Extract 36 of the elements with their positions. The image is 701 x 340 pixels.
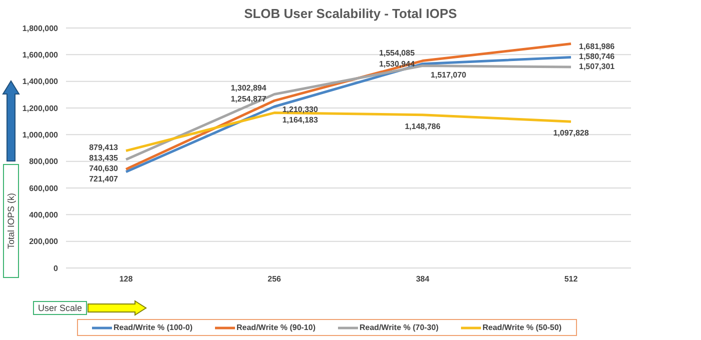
data-label: 1,164,183 [282, 115, 318, 124]
y-tick-label: 1,400,000 [22, 77, 59, 86]
y-tick-label: 400,000 [29, 210, 59, 220]
data-label: 1,097,828 [553, 128, 590, 138]
chart-title: SLOB User Scalability - Total IOPS [243, 6, 458, 21]
y-tick-label: 800,000 [29, 157, 59, 166]
data-label: 813,435 [89, 154, 119, 163]
x-tick-label: 128 [119, 274, 134, 284]
data-label: 879,413 [89, 143, 119, 152]
data-label: 740,630 [89, 164, 119, 173]
data-label: 1,302,894 [230, 84, 267, 93]
y-tick-label: 600,000 [29, 184, 59, 193]
y-tick-label: 0 [54, 264, 59, 273]
data-label: 1,507,301 [579, 62, 616, 72]
y-tick-label: 1,800,000 [22, 24, 59, 33]
data-label: 1,517,070 [430, 70, 467, 80]
y-tick-label: 200,000 [29, 237, 59, 246]
legend-label: Read/Write % (90-10) [236, 323, 316, 332]
y-tick-label: 1,200,000 [22, 104, 59, 113]
x-axis-title: User Scale [33, 301, 88, 315]
data-label: 721,407 [89, 174, 119, 184]
x-tick-label: 256 [268, 274, 282, 284]
data-label: 1,148,786 [404, 122, 442, 131]
x-tick-label: 512 [564, 274, 578, 284]
y-tick-label: 1,600,000 [22, 50, 59, 60]
y-axis-title: Total IOPS (k) [6, 192, 16, 250]
x-tick-label: 384 [416, 274, 430, 284]
legend-label: Read/Write % (50-50) [482, 323, 562, 332]
data-label: 1,554,085 [379, 48, 416, 58]
data-label: 1,210,330 [282, 104, 318, 114]
data-label: 1,681,986 [579, 42, 616, 51]
y-tick-label: 1,000,000 [22, 130, 59, 140]
data-label: 1,580,746 [579, 52, 616, 61]
data-label: 1,254,877 [230, 94, 267, 104]
legend-label: Read/Write % (70-30) [358, 323, 438, 332]
legend-label: Read/Write % (100-0) [112, 323, 192, 332]
